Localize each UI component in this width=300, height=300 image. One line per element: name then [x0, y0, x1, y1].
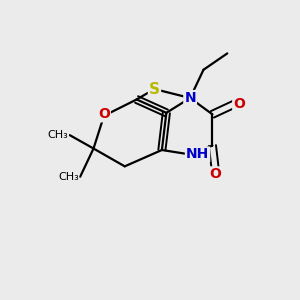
Text: O: O [98, 107, 110, 121]
Text: CH₃: CH₃ [58, 172, 79, 182]
Text: O: O [233, 97, 245, 111]
Text: O: O [209, 167, 221, 182]
Text: S: S [149, 82, 160, 97]
Text: NH: NH [186, 148, 209, 161]
Text: CH₃: CH₃ [47, 130, 68, 140]
Text: N: N [184, 91, 196, 105]
